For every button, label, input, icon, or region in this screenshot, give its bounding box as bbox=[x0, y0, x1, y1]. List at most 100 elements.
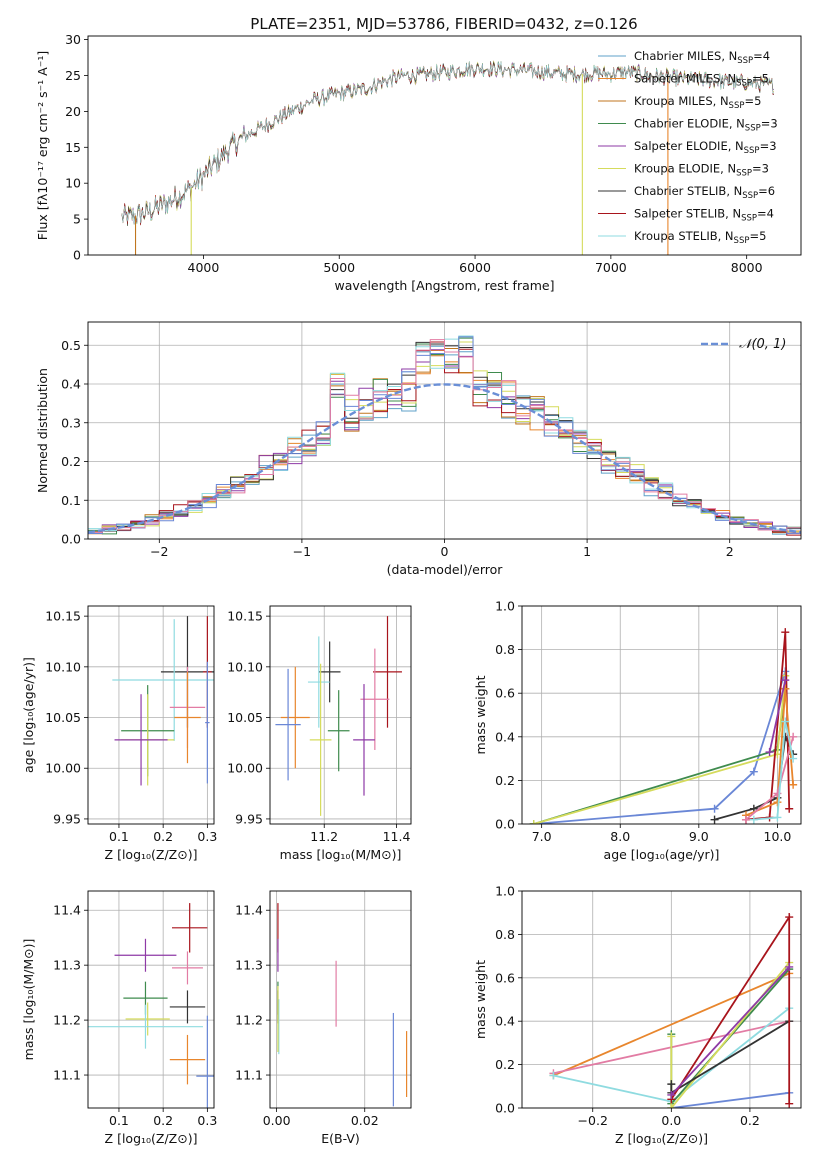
x-axis-label: E(B-V) bbox=[321, 1131, 360, 1146]
data-point bbox=[307, 636, 330, 728]
mass-vs-z-points bbox=[88, 903, 214, 1108]
y-tick-label: 0.6 bbox=[495, 970, 515, 985]
legend-entry-8: Kroupa STELIB, NSSP=5 bbox=[634, 229, 766, 246]
x-tick-label: 10.0 bbox=[764, 829, 792, 844]
x-tick-label: 0.02 bbox=[351, 1113, 379, 1128]
weight-marker bbox=[785, 804, 794, 813]
legend-entry-3: Chabrier ELODIE, NSSP=3 bbox=[634, 117, 778, 134]
y-tick-label: 11.2 bbox=[235, 1013, 263, 1028]
spectrum-panel: 4000 5000 6000 7000 8000 0 5 10 15 20 25 30 waveleng… bbox=[35, 32, 802, 293]
weight-marker bbox=[765, 748, 774, 757]
y-axis-label: Flux [fλ10⁻¹⁷ erg cm⁻² s⁻¹ A⁻¹] bbox=[35, 51, 50, 240]
x-axis-label: wavelength [Angstrom, rest frame] bbox=[334, 278, 554, 293]
y-tick-label: 10.00 bbox=[227, 761, 263, 776]
weight-line-5 bbox=[670, 962, 790, 1108]
y-axis-label: age [log₁₀(age/yr)] bbox=[21, 657, 36, 773]
spectrum-curves bbox=[121, 60, 775, 255]
x-tick-label: 0.00 bbox=[263, 1113, 291, 1128]
x-tick-label: 11.2 bbox=[310, 829, 338, 844]
data-point bbox=[174, 671, 201, 764]
weight-marker bbox=[781, 628, 790, 637]
plot-frame bbox=[521, 605, 802, 825]
data-point bbox=[196, 1015, 214, 1108]
y-tick-label: 0.2 bbox=[495, 1057, 515, 1072]
residual-curves bbox=[88, 335, 801, 536]
y-tick-label: 10.10 bbox=[45, 659, 81, 674]
data-point bbox=[353, 684, 375, 796]
y-tick-label: 30 bbox=[65, 32, 81, 47]
x-tick-label: 9.0 bbox=[689, 829, 709, 844]
y-tick-label: 0.8 bbox=[495, 642, 515, 657]
x-tick-label: 0.0 bbox=[661, 1113, 681, 1128]
legend-entry-1: Salpeter MILES, NSSP=5 bbox=[634, 72, 769, 89]
x-axis-label: age [log₁₀(age/yr)] bbox=[604, 847, 720, 862]
weight-marker bbox=[549, 1071, 558, 1080]
y-tick-label: 0.0 bbox=[495, 817, 515, 832]
x-tick-label: −2 bbox=[150, 544, 168, 559]
y-tick-label: 1.0 bbox=[495, 599, 515, 614]
weight-marker bbox=[710, 804, 719, 813]
y-tick-label: 10.00 bbox=[45, 761, 81, 776]
x-tick-label: −0.2 bbox=[578, 1113, 608, 1128]
y-tick-label: 10.15 bbox=[45, 609, 81, 624]
x-axis-label: Z [log₁₀(Z/Z⊙)] bbox=[105, 847, 198, 862]
spectrum-legend: Chabrier MILES, NSSP=4 Salpeter MILES, NS… bbox=[598, 49, 778, 246]
y-tick-label: 0.2 bbox=[61, 454, 81, 469]
x-axis-label: Z [log₁₀(Z/Z⊙)] bbox=[105, 1131, 198, 1146]
y-axis-label: mass weight bbox=[473, 675, 488, 754]
y-tick-label: 9.95 bbox=[53, 811, 81, 826]
y-tick-label: 0.0 bbox=[495, 1101, 515, 1116]
mass-vs-ebv-points bbox=[277, 903, 408, 1107]
data-point bbox=[169, 990, 206, 1024]
normal-reference-curve bbox=[88, 383, 801, 534]
plot-frame bbox=[87, 321, 802, 540]
data-point bbox=[318, 641, 341, 703]
y-tick-label: 0 bbox=[73, 248, 81, 263]
data-point bbox=[112, 619, 214, 741]
y-tick-label: 11.2 bbox=[53, 1013, 81, 1028]
age-vs-mass-points bbox=[275, 616, 402, 816]
data-point bbox=[373, 616, 402, 728]
data-point bbox=[280, 666, 310, 769]
y-tick-label: 1.0 bbox=[495, 884, 515, 899]
x-tick-label: 7.0 bbox=[532, 829, 552, 844]
weight-vs-z-panel: −0.2 0.0 0.2 0.0 0.2 0.4 0.6 0.8 1.0 Z [log₁₀(Z/Z… bbox=[473, 884, 802, 1146]
weight-marker bbox=[789, 732, 798, 741]
x-tick-label: 8000 bbox=[731, 260, 763, 275]
y-tick-label: 11.3 bbox=[53, 958, 81, 973]
y-axis-label: mass weight bbox=[473, 960, 488, 1039]
legend-entry-6: Chabrier STELIB, NSSP=6 bbox=[634, 184, 775, 201]
weight-line-0 bbox=[553, 972, 790, 1077]
age-vs-z-points bbox=[112, 616, 214, 786]
reference-legend-label: 𝒩(0, 1) bbox=[739, 337, 786, 352]
y-tick-label: 25 bbox=[65, 68, 81, 83]
data-point bbox=[172, 951, 203, 985]
age-vs-mass-panel: 11.2 11.4 9.95 10.00 10.05 10.10 10.15 mass [lo… bbox=[227, 605, 412, 862]
mass-vs-z-panel: 0.1 0.2 0.3 11.1 11.2 11.3 11.4 Z [log₁₀(Z/Z⊙)]… bbox=[21, 890, 217, 1146]
weight-marker bbox=[781, 717, 790, 726]
x-axis-label: mass [log₁₀(M/M⊙)] bbox=[280, 847, 402, 862]
y-tick-label: 20 bbox=[65, 104, 81, 119]
x-tick-label: 2 bbox=[726, 544, 734, 559]
y-axis-label: mass [log₁₀(M/M⊙)] bbox=[21, 939, 36, 1061]
data-point bbox=[275, 668, 301, 781]
y-tick-label: 0.1 bbox=[61, 493, 81, 508]
x-tick-label: 6000 bbox=[459, 260, 491, 275]
y-tick-label: 11.1 bbox=[235, 1068, 263, 1083]
weight-marker bbox=[667, 1090, 676, 1099]
plot-frame bbox=[87, 890, 215, 1109]
y-tick-label: 10.05 bbox=[227, 710, 263, 725]
x-tick-label: 0.1 bbox=[109, 829, 129, 844]
x-tick-label: 11.4 bbox=[383, 829, 411, 844]
weight-marker bbox=[785, 1099, 794, 1108]
y-tick-label: 0.2 bbox=[495, 773, 515, 788]
data-point bbox=[169, 1034, 206, 1085]
y-tick-label: 0.4 bbox=[495, 729, 515, 744]
weight-marker bbox=[773, 798, 782, 807]
data-point bbox=[205, 661, 210, 784]
weight-vs-age-lines bbox=[529, 628, 798, 824]
weight-marker bbox=[785, 962, 794, 971]
x-tick-label: 0.2 bbox=[153, 1113, 173, 1128]
data-point bbox=[309, 663, 332, 816]
